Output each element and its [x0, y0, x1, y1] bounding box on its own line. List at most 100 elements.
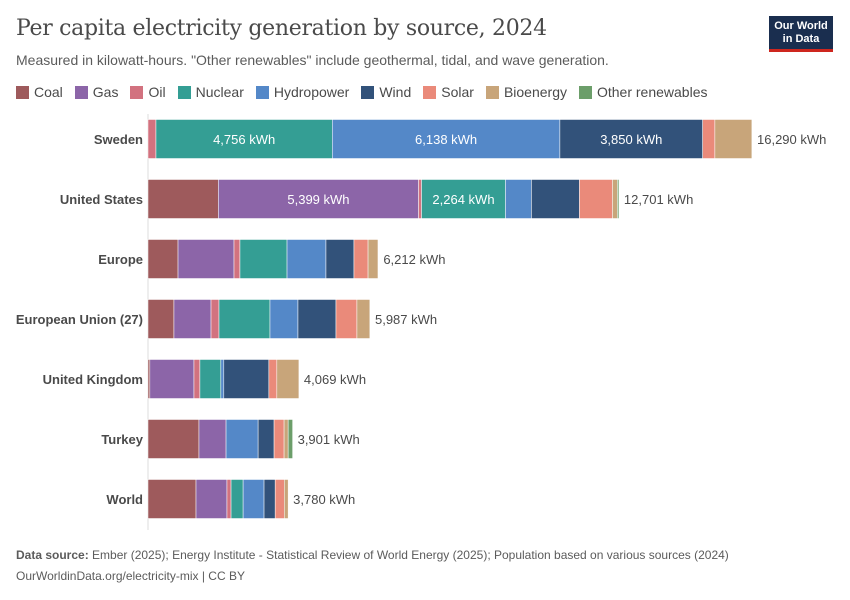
bar-segment-hydropower[interactable] — [220, 359, 225, 399]
legend-item-solar[interactable]: Solar — [423, 84, 474, 100]
source-text: Ember (2025); Energy Institute - Statist… — [88, 548, 729, 562]
bar-segment-other-renewables[interactable] — [617, 179, 620, 219]
source-label: Data source: — [16, 548, 89, 562]
legend-item-oil[interactable]: Oil — [130, 84, 166, 100]
bar-segment-oil[interactable] — [418, 179, 422, 219]
bar-segment-nuclear[interactable] — [421, 179, 506, 219]
bar-segment-wind[interactable] — [257, 419, 275, 459]
bar-segment-bioenergy[interactable] — [714, 119, 753, 159]
bar-segment-hydropower[interactable] — [242, 479, 265, 519]
bar-segment-oil[interactable] — [226, 479, 232, 519]
legend-swatch — [177, 85, 191, 99]
legend-label: Hydropower — [273, 84, 350, 100]
bar-segment-coal[interactable] — [147, 179, 219, 219]
segment-value-label: 4,756 kWh — [213, 132, 275, 147]
bar-segment-bioenergy[interactable] — [356, 299, 371, 339]
bar-segment-nuclear[interactable] — [155, 119, 333, 159]
bar-segment-nuclear[interactable] — [239, 239, 288, 279]
category-label: European Union (27) — [16, 312, 143, 327]
bar-segment-hydropower[interactable] — [286, 239, 327, 279]
legend-label: Other renewables — [596, 84, 708, 100]
bar-segment-coal[interactable] — [147, 239, 179, 279]
legend-item-bioenergy[interactable]: Bioenergy — [485, 84, 567, 100]
bar-segment-hydropower[interactable] — [269, 299, 299, 339]
bar-segment-bioenergy[interactable] — [283, 419, 289, 459]
bar-segment-gas[interactable] — [177, 239, 235, 279]
segment-value-label: 5,399 kWh — [287, 192, 349, 207]
bar-segment-hydropower[interactable] — [225, 419, 259, 459]
bar-segment-solar[interactable] — [579, 179, 613, 219]
legend-label: Gas — [92, 84, 119, 100]
bar-segment-coal[interactable] — [147, 299, 175, 339]
bar-segment-oil[interactable] — [193, 359, 201, 399]
bar-segment-bioenergy[interactable] — [276, 359, 300, 399]
legend-label: Oil — [148, 84, 166, 100]
bar-segment-gas[interactable] — [218, 179, 419, 219]
bar-segment-gas[interactable] — [173, 299, 212, 339]
bar-segment-oil[interactable] — [233, 239, 241, 279]
total-value-label: 12,701 kWh — [624, 192, 693, 207]
total-value-label: 4,069 kWh — [304, 372, 366, 387]
bar-segment-solar[interactable] — [268, 359, 278, 399]
legend: Coal Gas Oil Nuclear Hydropower Wind Solar Bioe… — [16, 84, 708, 100]
bar-segment-solar[interactable] — [273, 419, 285, 459]
bar-segment-wind[interactable] — [325, 239, 355, 279]
bar-segment-solar[interactable] — [335, 299, 358, 339]
total-value-label: 3,780 kWh — [293, 492, 355, 507]
legend-swatch — [74, 85, 88, 99]
total-value-label: 5,987 kWh — [375, 312, 437, 327]
bar-segment-wind[interactable] — [297, 299, 337, 339]
legend-label: Nuclear — [195, 84, 244, 100]
footer-link[interactable]: OurWorldinData.org/electricity-mix | CC … — [16, 569, 245, 583]
owid-logo[interactable]: Our World in Data — [769, 16, 833, 52]
bar-segment-wind[interactable] — [559, 119, 703, 159]
legend-item-nuclear[interactable]: Nuclear — [177, 84, 244, 100]
bar-segment-wind[interactable] — [263, 479, 276, 519]
legend-swatch — [361, 85, 375, 99]
legend-swatch — [16, 85, 29, 99]
bar-segment-solar[interactable] — [702, 119, 716, 159]
total-value-label: 6,212 kWh — [383, 252, 445, 267]
bar-segment-nuclear[interactable] — [199, 359, 222, 399]
legend-item-other-renewables[interactable]: Other renewables — [578, 84, 708, 100]
bar-segment-wind[interactable] — [531, 179, 580, 219]
bar-segment-oil[interactable] — [147, 119, 157, 159]
legend-swatch — [130, 85, 144, 99]
chart-title: Per capita electricity generation by sou… — [16, 16, 547, 41]
bar-segment-wind[interactable] — [223, 359, 270, 399]
total-value-label: 16,290 kWh — [757, 132, 826, 147]
bar-segment-hydropower[interactable] — [505, 179, 532, 219]
bar-segment-gas[interactable] — [198, 419, 227, 459]
bar-segment-coal[interactable] — [147, 419, 200, 459]
bar-segment-solar[interactable] — [274, 479, 285, 519]
bar-segment-gas[interactable] — [149, 359, 195, 399]
legend-label: Bioenergy — [503, 84, 567, 100]
legend-item-hydropower[interactable]: Hydropower — [255, 84, 350, 100]
bar-segment-solar[interactable] — [353, 239, 369, 279]
bar-segment-bioenergy[interactable] — [284, 479, 289, 519]
bar-segment-gas[interactable] — [195, 479, 228, 519]
category-label: Europe — [98, 252, 143, 267]
legend-item-wind[interactable]: Wind — [361, 84, 411, 100]
bar-segment-bioenergy[interactable] — [367, 239, 379, 279]
bar-segment-coal[interactable] — [147, 479, 197, 519]
bar-segment-coal[interactable] — [147, 359, 151, 399]
category-label: World — [106, 492, 143, 507]
bar-segment-nuclear[interactable] — [230, 479, 244, 519]
legend-swatch — [578, 85, 592, 99]
legend-item-gas[interactable]: Gas — [74, 84, 119, 100]
bar-segment-nuclear[interactable] — [218, 299, 271, 339]
chart-subtitle: Measured in kilowatt-hours. "Other renew… — [16, 52, 609, 68]
bar-segment-bioenergy[interactable] — [612, 179, 618, 219]
bar-segment-oil[interactable] — [210, 299, 220, 339]
legend-swatch — [485, 85, 499, 99]
legend-label: Coal — [34, 84, 63, 100]
bar-segment-other-renewables[interactable] — [287, 419, 293, 459]
data-source: Data source: Ember (2025); Energy Instit… — [16, 548, 729, 562]
category-label: Sweden — [94, 132, 143, 147]
legend-item-coal[interactable]: Coal — [16, 84, 63, 100]
bar-segment-hydropower[interactable] — [332, 119, 561, 159]
legend-label: Solar — [441, 84, 474, 100]
